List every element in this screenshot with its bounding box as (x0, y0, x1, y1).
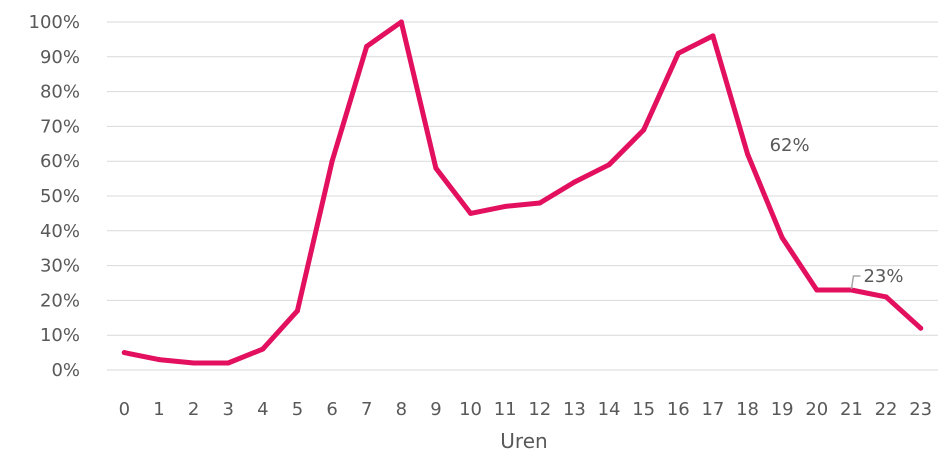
y-tick-label: 70% (40, 116, 80, 137)
y-tick-label: 90% (40, 47, 80, 68)
data-point (675, 50, 681, 56)
data-point (779, 235, 785, 241)
x-axis-title: Uren (500, 429, 547, 453)
x-tick-label: 19 (771, 399, 794, 420)
series-line (121, 19, 924, 366)
x-tick-label: 15 (632, 399, 655, 420)
data-point (398, 19, 404, 25)
data-point (502, 203, 508, 209)
x-tick-label: 9 (430, 399, 441, 420)
y-tick-label: 80% (40, 82, 80, 103)
data-label: 62% (770, 135, 810, 156)
x-tick-label: 17 (701, 399, 724, 420)
data-point (883, 294, 889, 300)
data-point (571, 179, 577, 185)
x-tick-label: 5 (292, 399, 303, 420)
y-tick-label: 50% (40, 186, 80, 207)
x-tick-label: 12 (528, 399, 551, 420)
y-tick-label: 10% (40, 325, 80, 346)
x-tick-label: 16 (667, 399, 690, 420)
data-point (710, 33, 716, 39)
data-point (121, 350, 127, 356)
data-point (433, 165, 439, 171)
x-tick-label: 0 (119, 399, 130, 420)
y-axis-tick-labels: 0% 10% 20% 30% 40% 50% 60% 70% 80% 90% 100% (29, 12, 80, 381)
data-point (641, 127, 647, 133)
data-labels: 62% 23% (770, 135, 903, 290)
data-point (537, 200, 543, 206)
data-point (848, 287, 854, 293)
y-tick-label: 20% (40, 290, 80, 311)
leader-line (850, 275, 861, 290)
data-point (814, 287, 820, 293)
series-layer (121, 19, 924, 366)
data-point (918, 325, 924, 331)
x-tick-label: 11 (494, 399, 517, 420)
y-tick-label: 30% (40, 256, 80, 277)
x-tick-label: 22 (875, 399, 898, 420)
data-point (745, 151, 751, 157)
x-tick-label: 13 (563, 399, 586, 420)
x-tick-label: 4 (257, 399, 268, 420)
x-axis-tick-labels: 0 1 2 3 4 5 6 7 8 9 10 11 12 13 14 15 16 17 18 19 20 21 22 23 (119, 399, 933, 420)
data-point (260, 346, 266, 352)
x-tick-label: 14 (598, 399, 621, 420)
data-point (468, 210, 474, 216)
data-point (329, 158, 335, 164)
data-point (364, 43, 370, 49)
y-tick-label: 60% (40, 151, 80, 172)
y-tick-label: 0% (51, 360, 80, 381)
x-tick-label: 20 (805, 399, 828, 420)
x-tick-label: 23 (909, 399, 932, 420)
data-point (225, 360, 231, 366)
x-tick-label: 1 (153, 399, 164, 420)
x-tick-label: 18 (736, 399, 759, 420)
data-point (294, 308, 300, 314)
x-tick-label: 8 (396, 399, 407, 420)
gridlines (107, 21, 938, 371)
data-point (156, 357, 162, 363)
data-label: 23% (863, 266, 903, 287)
data-point (191, 360, 197, 366)
x-tick-label: 7 (361, 399, 372, 420)
x-tick-label: 10 (459, 399, 482, 420)
x-tick-label: 3 (222, 399, 233, 420)
x-tick-label: 6 (326, 399, 337, 420)
y-tick-label: 40% (40, 221, 80, 242)
x-tick-label: 2 (188, 399, 199, 420)
y-tick-label: 100% (29, 12, 80, 33)
data-point (606, 162, 612, 168)
x-tick-label: 21 (840, 399, 863, 420)
